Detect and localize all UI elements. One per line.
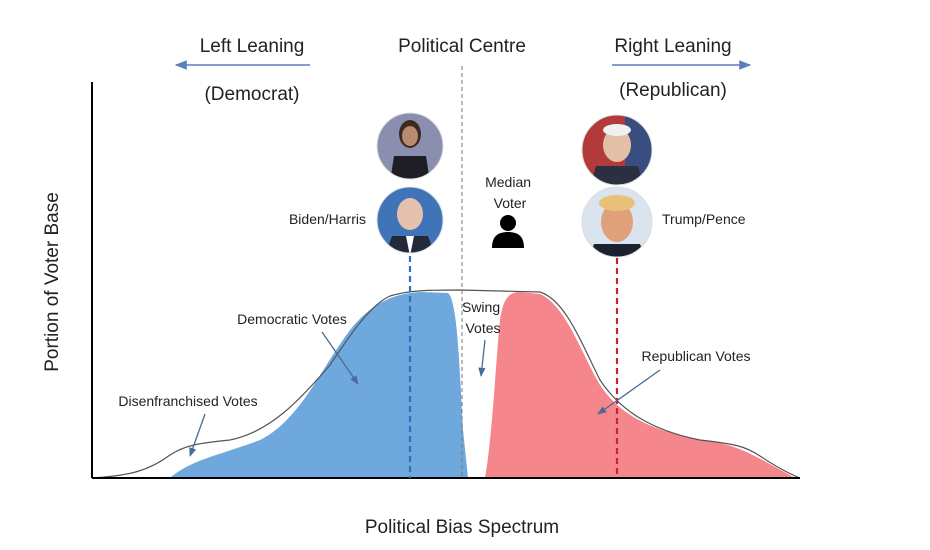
republican-arrow	[597, 369, 661, 415]
republican-label: Trump/Pence	[662, 211, 746, 227]
portrait-pence	[581, 114, 653, 186]
right-title: Right Leaning	[614, 36, 731, 57]
y-axis-title: Portion of Voter Base	[42, 192, 63, 372]
right-subtitle: (Republican)	[619, 80, 727, 101]
swing-votes-label: Swing Votes	[462, 299, 504, 336]
republican-area	[485, 292, 795, 478]
portrait-harris	[376, 112, 444, 180]
republican-votes-label: Republican Votes	[642, 348, 751, 364]
votes-line: Votes	[465, 320, 500, 336]
swing-line: Swing	[462, 299, 500, 315]
democrat-label: Biden/Harris	[289, 211, 366, 227]
democratic-area	[170, 292, 468, 478]
democratic-arrow	[321, 331, 359, 385]
left-title: Left Leaning	[200, 36, 305, 57]
median-voter-label: Median Voter	[485, 174, 535, 211]
left-subtitle: (Democrat)	[204, 84, 299, 105]
voter-line: Voter	[494, 195, 527, 211]
centre-title: Political Centre	[398, 36, 526, 57]
portrait-biden	[376, 186, 444, 254]
democratic-votes-label: Democratic Votes	[237, 311, 347, 327]
disenfranchised-arrow	[189, 413, 206, 457]
x-axis-title: Political Bias Spectrum	[365, 517, 559, 538]
swing-arrow	[478, 339, 486, 377]
disenfranchised-label: Disenfranchised Votes	[118, 393, 257, 409]
distribution-curve	[91, 289, 801, 479]
median-voter-icon	[492, 215, 524, 248]
median-line: Median	[485, 174, 531, 190]
portrait-trump	[581, 186, 653, 258]
